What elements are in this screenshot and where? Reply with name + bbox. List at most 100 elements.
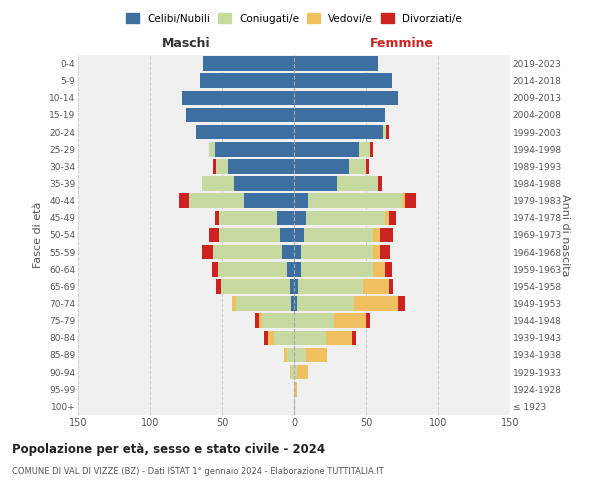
Bar bbox=[228, 159, 294, 174]
Bar bbox=[337, 176, 377, 191]
Bar bbox=[203, 56, 294, 71]
Bar bbox=[262, 314, 294, 328]
Bar bbox=[305, 348, 327, 362]
Text: Maschi: Maschi bbox=[161, 37, 211, 50]
Bar bbox=[264, 330, 268, 345]
Bar bbox=[287, 348, 294, 362]
Bar bbox=[280, 228, 294, 242]
Bar bbox=[294, 142, 359, 156]
Y-axis label: Fasce di età: Fasce di età bbox=[34, 202, 43, 268]
Bar bbox=[305, 210, 385, 225]
Bar bbox=[352, 330, 356, 345]
Bar bbox=[326, 330, 352, 345]
Bar bbox=[294, 279, 298, 293]
Bar bbox=[294, 159, 349, 174]
Bar bbox=[294, 108, 385, 122]
Bar bbox=[290, 279, 294, 293]
Bar bbox=[355, 296, 398, 311]
Bar bbox=[304, 228, 373, 242]
Bar bbox=[179, 194, 189, 208]
Bar bbox=[389, 279, 394, 293]
Bar bbox=[221, 279, 290, 293]
Legend: Celibi/Nubili, Coniugati/e, Vedovi/e, Divorziati/e: Celibi/Nubili, Coniugati/e, Vedovi/e, Di… bbox=[126, 14, 462, 24]
Bar bbox=[218, 262, 287, 276]
Bar bbox=[214, 159, 216, 174]
Bar bbox=[294, 228, 304, 242]
Bar bbox=[215, 142, 294, 156]
Bar bbox=[219, 210, 277, 225]
Bar bbox=[291, 365, 294, 380]
Bar bbox=[232, 296, 236, 311]
Bar bbox=[200, 74, 294, 88]
Bar bbox=[359, 142, 370, 156]
Bar bbox=[219, 228, 280, 242]
Text: Femmine: Femmine bbox=[370, 37, 434, 50]
Bar bbox=[214, 245, 283, 260]
Bar bbox=[301, 262, 373, 276]
Bar bbox=[366, 314, 370, 328]
Bar bbox=[284, 348, 287, 362]
Bar bbox=[402, 194, 405, 208]
Bar bbox=[308, 194, 402, 208]
Bar bbox=[294, 262, 301, 276]
Bar bbox=[236, 296, 291, 311]
Bar bbox=[212, 262, 218, 276]
Bar bbox=[294, 176, 337, 191]
Bar bbox=[294, 365, 297, 380]
Bar bbox=[294, 348, 305, 362]
Bar bbox=[202, 176, 233, 191]
Bar bbox=[182, 90, 294, 105]
Bar bbox=[189, 194, 244, 208]
Bar bbox=[244, 194, 294, 208]
Bar bbox=[373, 245, 380, 260]
Bar bbox=[373, 262, 385, 276]
Bar bbox=[405, 194, 416, 208]
Bar bbox=[209, 228, 219, 242]
Bar bbox=[294, 194, 308, 208]
Bar bbox=[294, 74, 392, 88]
Bar bbox=[297, 296, 355, 311]
Bar bbox=[277, 210, 294, 225]
Bar bbox=[202, 245, 214, 260]
Bar bbox=[290, 365, 291, 380]
Bar bbox=[259, 314, 262, 328]
Bar bbox=[385, 210, 389, 225]
Bar bbox=[294, 90, 398, 105]
Bar bbox=[233, 176, 294, 191]
Bar bbox=[294, 56, 377, 71]
Bar bbox=[334, 314, 366, 328]
Bar bbox=[370, 142, 373, 156]
Bar bbox=[301, 245, 373, 260]
Bar bbox=[298, 279, 363, 293]
Bar bbox=[373, 228, 380, 242]
Bar bbox=[349, 159, 366, 174]
Bar bbox=[386, 125, 389, 140]
Bar bbox=[383, 125, 386, 140]
Bar bbox=[363, 279, 389, 293]
Text: Popolazione per età, sesso e stato civile - 2024: Popolazione per età, sesso e stato civil… bbox=[12, 442, 325, 456]
Bar bbox=[380, 245, 391, 260]
Bar bbox=[268, 330, 274, 345]
Bar bbox=[209, 142, 215, 156]
Bar bbox=[294, 330, 326, 345]
Bar bbox=[380, 228, 394, 242]
Bar bbox=[294, 314, 334, 328]
Bar bbox=[283, 245, 294, 260]
Bar bbox=[294, 399, 295, 413]
Bar bbox=[294, 125, 383, 140]
Bar bbox=[366, 159, 369, 174]
Bar bbox=[215, 210, 219, 225]
Bar bbox=[216, 279, 221, 293]
Bar bbox=[216, 159, 228, 174]
Bar bbox=[297, 365, 308, 380]
Bar bbox=[385, 262, 392, 276]
Bar bbox=[186, 108, 294, 122]
Bar bbox=[274, 330, 294, 345]
Y-axis label: Anni di nascita: Anni di nascita bbox=[560, 194, 571, 276]
Bar bbox=[196, 125, 294, 140]
Bar bbox=[389, 210, 396, 225]
Bar bbox=[294, 245, 301, 260]
Text: COMUNE DI VAL DI VIZZE (BZ) - Dati ISTAT 1° gennaio 2024 - Elaborazione TUTTITAL: COMUNE DI VAL DI VIZZE (BZ) - Dati ISTAT… bbox=[12, 468, 384, 476]
Bar bbox=[377, 176, 382, 191]
Bar bbox=[294, 210, 305, 225]
